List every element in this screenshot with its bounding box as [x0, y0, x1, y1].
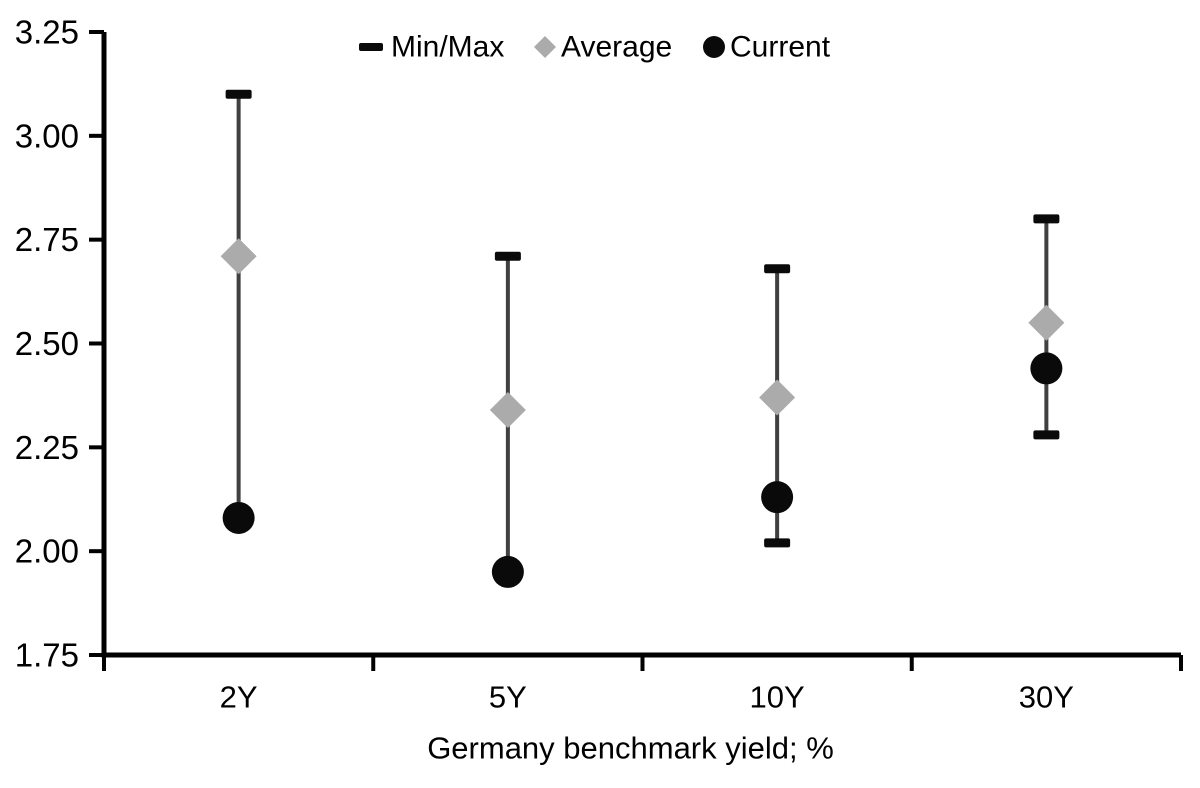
max-cap-5Y	[494, 251, 521, 261]
y-axis-tick-label: 2.00	[15, 533, 79, 570]
legend-diamond-icon	[534, 36, 556, 58]
average-marker-30Y	[1028, 304, 1065, 341]
y-axis-tick-label: 2.25	[15, 429, 79, 466]
legend-circle-icon	[703, 36, 725, 58]
y-axis-tick-label: 2.50	[15, 325, 79, 362]
max-cap-2Y	[225, 89, 252, 99]
min-cap-30Y	[1033, 430, 1060, 440]
average-marker-2Y	[220, 238, 257, 275]
current-marker-10Y	[761, 481, 794, 514]
y-axis-tick-label: 2.75	[15, 221, 79, 258]
average-marker-10Y	[759, 379, 796, 416]
legend-label-minmax: Min/Max	[391, 31, 504, 64]
y-axis-tick-label: 1.75	[15, 637, 79, 674]
x-axis-category-label: 2Y	[220, 680, 258, 715]
y-axis-tick-label: 3.00	[15, 117, 79, 154]
max-cap-30Y	[1033, 214, 1060, 224]
x-axis-category-label: 5Y	[489, 680, 527, 715]
x-axis-category-label: 30Y	[1019, 680, 1074, 715]
current-marker-30Y	[1030, 352, 1063, 385]
min-cap-10Y	[764, 538, 791, 548]
y-axis-tick-label: 3.25	[15, 14, 79, 51]
current-marker-5Y	[491, 555, 524, 588]
legend-label-average: Average	[561, 31, 672, 64]
legend-dash-icon	[359, 43, 383, 51]
max-cap-10Y	[764, 264, 791, 274]
x-axis-category-label: 10Y	[750, 680, 805, 715]
average-marker-5Y	[489, 391, 526, 428]
current-marker-2Y	[222, 501, 255, 534]
legend-label-current: Current	[730, 31, 831, 64]
x-axis-title: Germany benchmark yield; %	[427, 731, 834, 766]
